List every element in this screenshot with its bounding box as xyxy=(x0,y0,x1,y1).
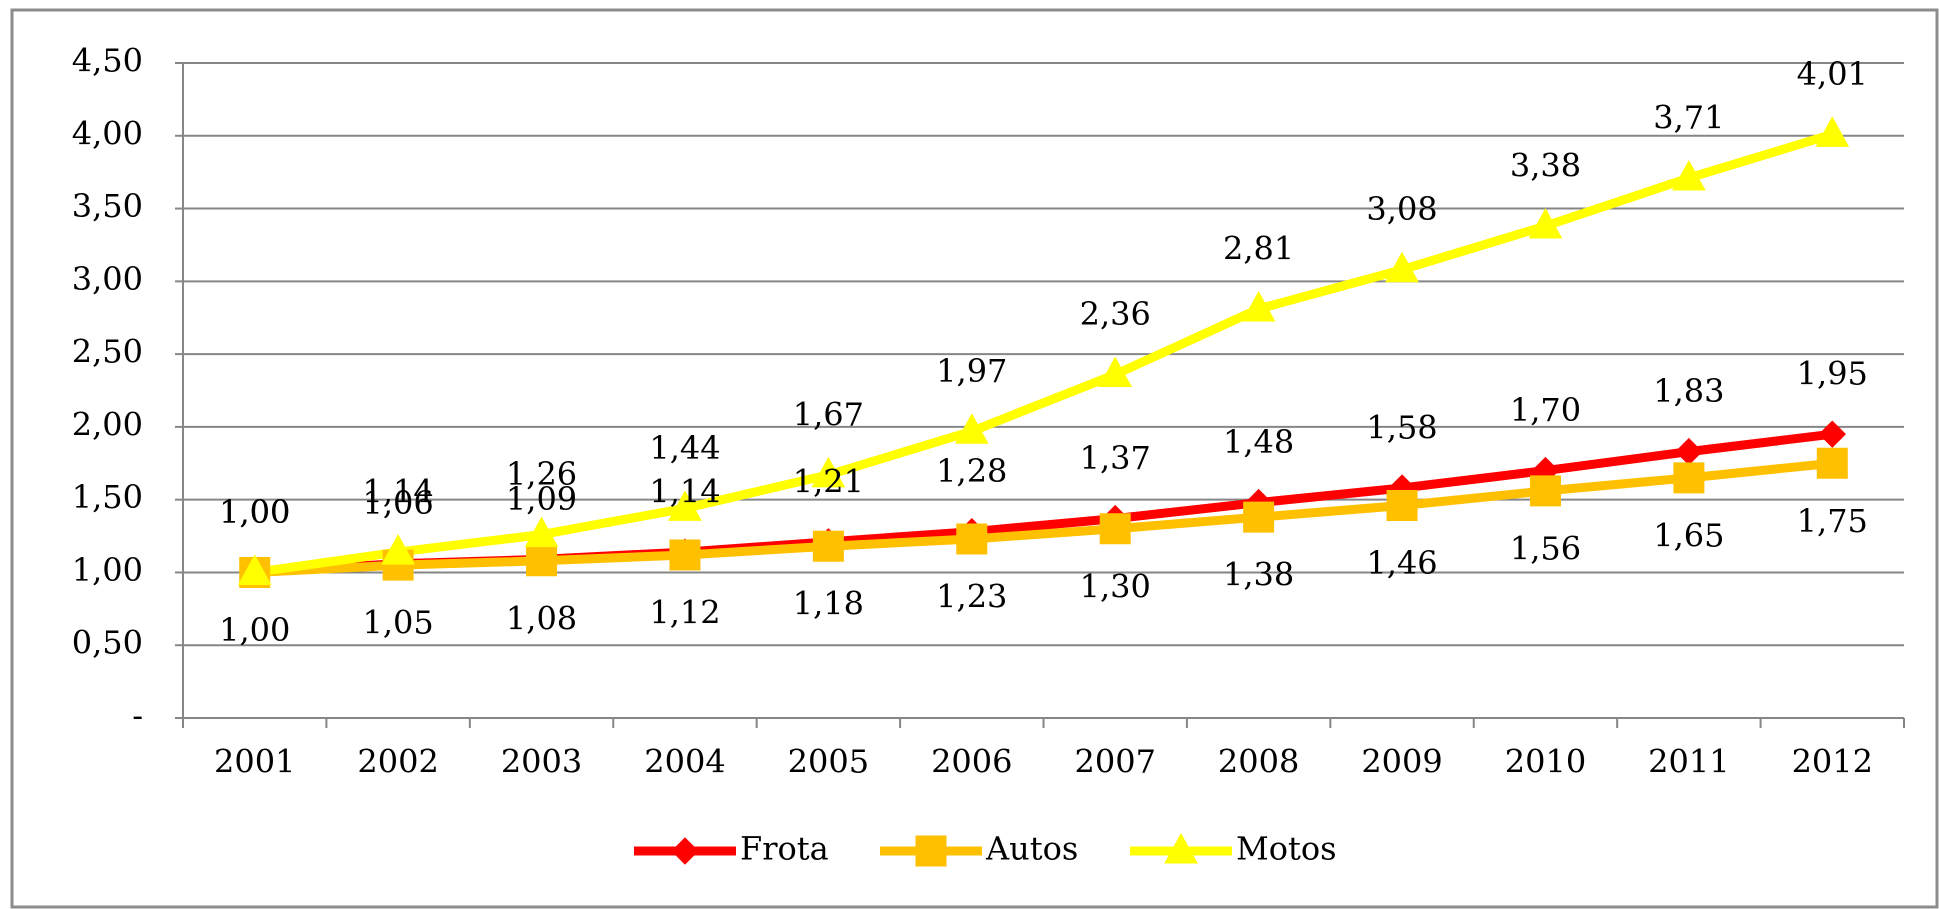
y-tick-label: 2,50 xyxy=(72,333,143,371)
x-tick-label: 2003 xyxy=(501,743,582,781)
data-label: 3,08 xyxy=(1366,190,1437,228)
data-label: 1,97 xyxy=(936,352,1007,390)
data-label: 1,67 xyxy=(793,395,864,433)
y-tick-label: 0,50 xyxy=(72,624,143,662)
data-point xyxy=(1098,356,1133,387)
x-tick-label: 2012 xyxy=(1792,743,1873,781)
data-point xyxy=(237,554,272,585)
data-label: 1,38 xyxy=(1223,556,1294,594)
data-label: 4,01 xyxy=(1797,55,1868,93)
data-label: 1,23 xyxy=(936,577,1007,615)
data-point xyxy=(1816,447,1848,479)
y-tick-label: 3,00 xyxy=(72,260,143,298)
legend-marker xyxy=(671,837,699,865)
data-label: 1,70 xyxy=(1510,391,1581,429)
data-point xyxy=(1529,475,1561,507)
data-label: 1,14 xyxy=(363,473,434,511)
data-label: 1,12 xyxy=(649,593,720,631)
data-label: 1,09 xyxy=(506,480,577,518)
x-tick-label: 2011 xyxy=(1648,743,1729,781)
data-label: 1,75 xyxy=(1797,502,1868,540)
data-label: 1,83 xyxy=(1653,372,1724,410)
data-label: 1,28 xyxy=(936,452,1007,490)
data-label: 1,21 xyxy=(793,462,864,500)
data-label: 1,18 xyxy=(793,585,864,623)
series-line xyxy=(254,458,1833,577)
data-point xyxy=(1243,501,1275,533)
y-tick-label: 1,50 xyxy=(72,478,143,516)
x-tick-label: 2007 xyxy=(1074,743,1155,781)
data-label: 1,30 xyxy=(1080,567,1151,605)
data-point xyxy=(1673,462,1705,494)
data-point xyxy=(669,539,701,571)
legend-label: Autos xyxy=(985,830,1078,868)
data-point xyxy=(1385,251,1419,283)
x-tick-label: 2005 xyxy=(788,743,869,781)
series-line xyxy=(254,130,1834,577)
data-label: 1,65 xyxy=(1653,516,1724,554)
data-label: 1,56 xyxy=(1510,529,1581,567)
data-label: 1,95 xyxy=(1797,355,1868,393)
y-tick-label: 1,00 xyxy=(72,551,143,589)
y-tick-label: 4,00 xyxy=(72,114,143,152)
data-label: 1,06 xyxy=(363,484,434,522)
data-point xyxy=(954,413,989,444)
x-tick-label: 2002 xyxy=(357,743,438,781)
data-label: 1,00 xyxy=(219,493,290,531)
data-point xyxy=(381,534,415,565)
data-point xyxy=(668,490,702,521)
legend-label: Motos xyxy=(1236,830,1337,868)
data-point xyxy=(956,523,988,555)
data-point xyxy=(1818,420,1846,448)
data-point xyxy=(1528,207,1563,239)
x-tick-label: 2010 xyxy=(1505,743,1586,781)
y-tick-label: 4,50 xyxy=(72,42,143,80)
data-point xyxy=(1815,116,1850,147)
data-label: 2,81 xyxy=(1223,229,1294,267)
data-label: 1,37 xyxy=(1080,439,1151,477)
data-label: 1,58 xyxy=(1366,409,1437,447)
data-label: 1,26 xyxy=(506,455,577,493)
y-tick-label: - xyxy=(132,697,143,735)
data-point xyxy=(1099,513,1131,545)
data-label: 1,05 xyxy=(363,604,434,642)
x-tick-label: 2009 xyxy=(1361,743,1442,781)
legend-marker xyxy=(1164,832,1198,864)
data-label: 1,14 xyxy=(649,473,720,511)
data-label: 2,36 xyxy=(1080,295,1151,333)
data-point xyxy=(1386,489,1418,521)
data-label: 1,08 xyxy=(506,599,577,637)
data-label: 1,00 xyxy=(219,493,290,531)
data-label: 1,00 xyxy=(219,611,290,649)
legend-label: Frota xyxy=(740,830,829,868)
data-point xyxy=(526,545,558,577)
y-tick-label: 3,50 xyxy=(72,187,143,225)
data-label: 1,46 xyxy=(1366,544,1437,582)
data-label: 3,71 xyxy=(1653,98,1724,136)
x-tick-label: 2004 xyxy=(644,743,725,781)
data-point xyxy=(811,456,846,488)
data-label: 3,38 xyxy=(1510,147,1581,185)
x-tick-label: 2001 xyxy=(214,743,295,781)
legend-marker xyxy=(915,835,947,867)
data-label: 1,44 xyxy=(649,429,720,467)
data-label: 1,48 xyxy=(1223,423,1294,461)
y-tick-label: 2,00 xyxy=(72,405,143,443)
x-tick-label: 2006 xyxy=(931,743,1012,781)
data-point xyxy=(812,530,844,562)
x-tick-label: 2008 xyxy=(1218,743,1299,781)
data-point xyxy=(1672,159,1706,191)
data-point xyxy=(1241,290,1276,322)
data-point xyxy=(524,516,559,548)
